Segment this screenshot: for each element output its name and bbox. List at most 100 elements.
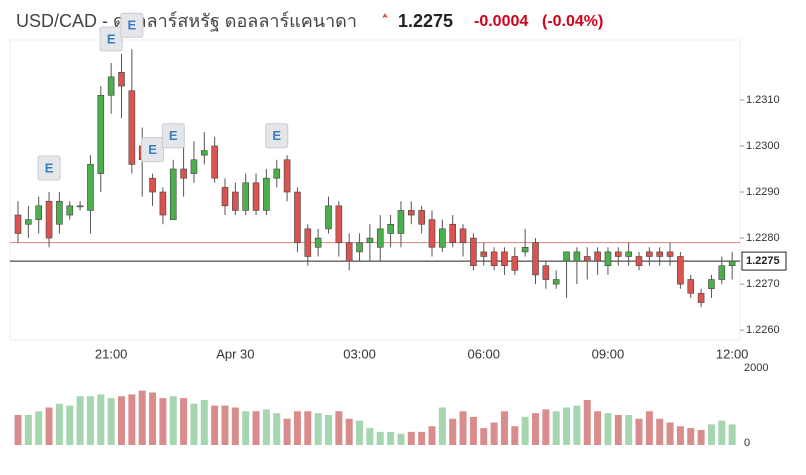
volume-bar [55,403,63,445]
candle-body [211,145,218,179]
candle-body [666,251,674,257]
volume-bar [511,426,519,445]
volume-bar [314,413,322,445]
volume-bar [552,411,560,445]
candle-body [439,228,446,248]
event-marker[interactable] [161,123,185,149]
candle-body [376,228,384,248]
candle-body [76,205,84,208]
candle-body [87,164,94,211]
volume-bar [376,431,384,445]
volume-bar [66,405,74,445]
volume-bar [666,422,674,445]
volume-bar [459,411,467,445]
volume-bar [273,413,281,445]
volume-bar [200,400,208,445]
candle-body [356,242,363,253]
candle-body [604,251,612,267]
event-marker[interactable] [37,155,61,181]
volume-bar [532,413,539,445]
volume-bar [687,428,695,445]
volume-bar [159,398,167,445]
candle-body [107,76,115,96]
candle-body [501,251,508,267]
volume-bar [293,411,301,445]
volume-bar [97,394,105,445]
volume-bar [283,418,291,445]
volume-bar [356,420,364,445]
candle-body [552,279,560,285]
volume-bar [45,407,53,445]
y-tick-label: 1.2300 [746,140,780,152]
candle-body [128,90,136,165]
candle-body [687,279,695,294]
event-marker[interactable] [141,137,165,163]
event-marker[interactable] [265,123,289,149]
candle-body [304,228,312,257]
volume-bar [304,411,312,445]
volume-bar [14,415,22,445]
candle-body [14,214,22,234]
volume-bar [169,396,177,445]
event-label: E [272,128,281,143]
candle-body [428,219,436,248]
volume-bar [449,418,457,445]
candle-body [118,71,125,87]
volume-bar [128,394,136,445]
candle-body [314,237,322,248]
plot-frame [9,39,741,341]
candle-body [325,205,332,230]
y-tick-label: 1.2270 [746,278,780,290]
event-marker[interactable] [120,12,144,38]
candle-body [35,205,43,220]
volume-bar [35,411,43,445]
volume-bar [118,396,125,445]
candle-body [459,228,467,243]
candle-body [583,256,591,262]
price-change: -0.0004 [474,13,528,30]
volume-bar [407,431,415,445]
volume-tick-label: 0 [744,437,750,449]
candle-body [283,159,291,193]
volume-bar [138,390,146,445]
volume-bar [718,420,726,445]
candle-body [532,242,539,276]
volume-bar [604,413,612,445]
candle-body [201,150,208,156]
candle-body [625,251,632,257]
candle-body [169,168,177,220]
candle-body [242,182,249,211]
volume-bar [635,418,643,445]
price-change-percent: (-0.04%) [542,13,603,30]
volume-bar [325,415,332,445]
down-arrow-icon [382,13,388,18]
volume-bar [190,403,198,445]
candle-body [149,177,156,193]
volume-bar [563,407,571,445]
candle-body [449,223,457,243]
candle-body [159,191,167,216]
volume-bar [86,396,94,445]
candle-body [190,159,198,174]
chart-title: USD/CAD - ดอลลาร์สหรัฐ ดอลลาร์แคนาดา [16,11,357,32]
candle-body [66,205,74,216]
candle-body [252,182,260,211]
last-price-tag-label: 1.2275 [746,255,780,267]
y-tick-label: 1.2310 [746,94,780,106]
candle-body [563,251,570,262]
volume-bar [594,411,602,445]
event-marker[interactable] [99,26,123,52]
volume-bar [366,428,374,445]
candle-body [542,265,550,280]
volume-bar [428,426,436,445]
volume-bar [625,415,633,445]
y-tick-label: 1.2280 [746,232,780,244]
candle-body [656,251,664,257]
candle-body [677,256,684,285]
candle-body [697,293,705,303]
candle-body [263,177,270,211]
candle-body [480,251,488,257]
volume-bar [335,411,343,445]
volume-bar [211,405,219,445]
